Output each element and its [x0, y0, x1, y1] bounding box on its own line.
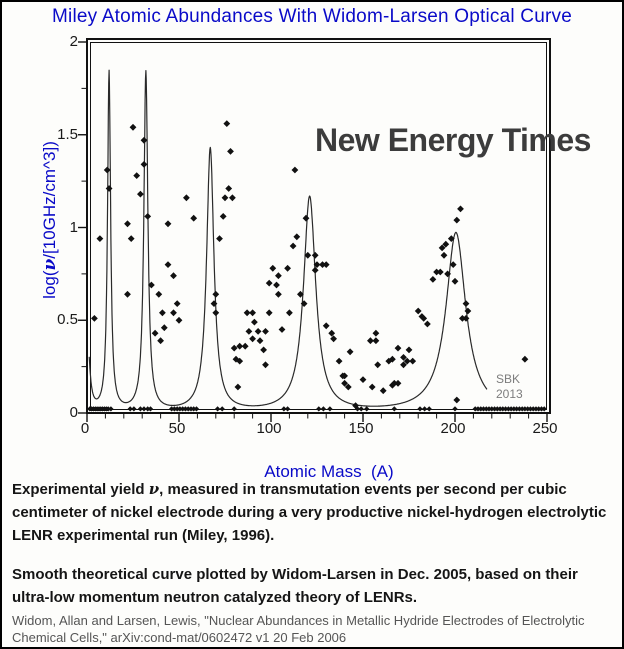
signature-line1: SBK	[496, 372, 521, 386]
y-tick-label: 0.5	[57, 311, 78, 329]
x-tick-label: 250	[532, 420, 558, 437]
data-points	[91, 120, 529, 409]
page-title-text: Miley Atomic Abundances With Widom-Larse…	[52, 6, 572, 27]
y-tick-label: 0	[69, 404, 78, 421]
caption-reference-text: Widom, Allan and Larsen, Lewis, "Nuclear…	[12, 613, 585, 645]
y-tick-label: 1	[69, 218, 78, 236]
caption-exp-post: , measured in transmutation events per s…	[12, 481, 607, 544]
y-axis-title-pre: log(	[40, 270, 59, 299]
x-tick-label: 0	[80, 420, 90, 437]
x-tick-label: 200	[440, 420, 466, 437]
captions: Experimental yield ν, measured in transm…	[12, 478, 614, 647]
caption-nu-symbol: ν	[148, 480, 160, 498]
y-tick-label: 1.5	[57, 125, 78, 143]
page-title: Miley Atomic Abundances With Widom-Larse…	[2, 6, 622, 28]
caption-theoretical: Smooth theoretical curve plotted by Wido…	[12, 563, 614, 609]
x-tick-label: 100	[256, 420, 282, 437]
x-tick-label: 150	[348, 420, 374, 437]
watermark: New Energy Times	[315, 122, 591, 159]
caption-exp-pre: Experimental yield	[12, 481, 149, 498]
y-axis-title-post: /[10GHz/cm^3])	[40, 141, 59, 259]
x-axis-title: Atomic Mass (A)	[230, 442, 410, 502]
plot-border-inner	[90, 42, 547, 410]
nu-symbol: ν	[40, 258, 60, 271]
x-axis-title-text: Atomic Mass (A)	[264, 462, 394, 481]
y-tick-label: 2	[69, 33, 78, 50]
plot-canvas	[78, 38, 551, 422]
y-axis-title: log(ν/[10GHz/cm^3])	[40, 110, 60, 330]
x-tick-label: 50	[168, 420, 186, 437]
watermark-text: New Energy Times	[315, 122, 591, 158]
caption-experimental: Experimental yield ν, measured in transm…	[12, 478, 614, 547]
plot-border-outer	[86, 38, 551, 414]
signature: SBK 2013	[496, 372, 523, 402]
caption-reference: Widom, Allan and Larsen, Lewis, "Nuclear…	[12, 612, 614, 646]
baseline-data-points	[87, 406, 547, 412]
caption-theoretical-text: Smooth theoretical curve plotted by Wido…	[12, 566, 578, 606]
widom-larsen-curve	[88, 69, 488, 407]
signature-line2: 2013	[496, 387, 523, 401]
